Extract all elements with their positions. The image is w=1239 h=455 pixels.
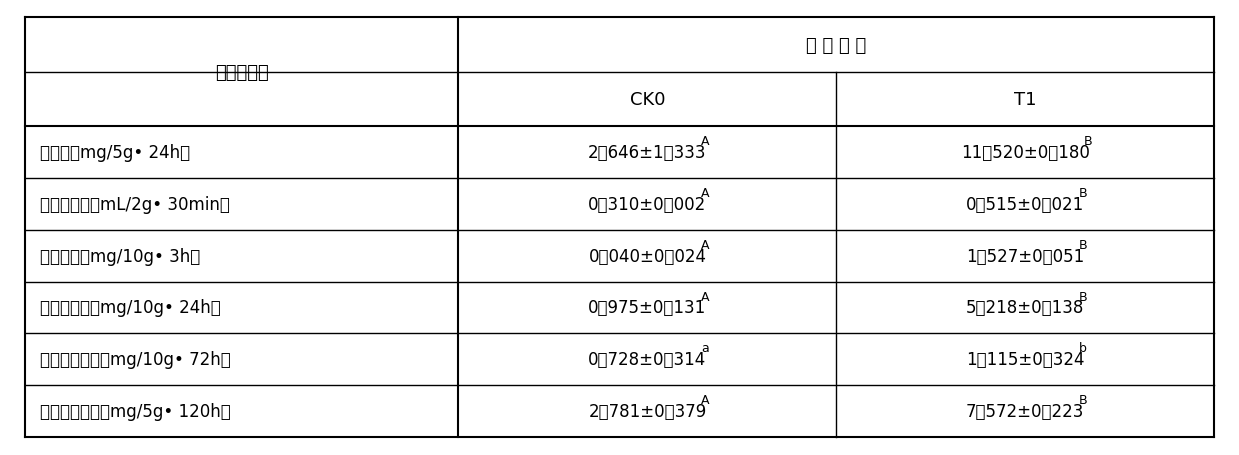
Text: 木聚糖酶活性（mg/5g• 120h）: 木聚糖酶活性（mg/5g• 120h） (40, 402, 230, 420)
Text: 0．515±0．021: 0．515±0．021 (966, 196, 1084, 213)
Text: 蔗糖酶（mg/5g• 24h）: 蔗糖酶（mg/5g• 24h） (40, 144, 190, 162)
Text: B: B (1079, 290, 1088, 303)
Text: A: A (701, 238, 710, 251)
Text: B: B (1079, 393, 1088, 406)
Text: 0．310±0．002: 0．310±0．002 (589, 196, 706, 213)
Text: 土壤酶活性: 土壤酶活性 (214, 64, 269, 81)
Text: a: a (701, 342, 709, 354)
Text: 0．040±0．024: 0．040±0．024 (589, 247, 706, 265)
Text: B: B (1079, 187, 1088, 200)
Text: 脲酶活性（mg/10g• 3h）: 脲酶活性（mg/10g• 3h） (40, 247, 199, 265)
Text: 磷酸酶活性（mg/10g• 24h）: 磷酸酶活性（mg/10g• 24h） (40, 299, 221, 317)
Text: B: B (1083, 135, 1092, 148)
Text: 1．527±0．051: 1．527±0．051 (966, 247, 1084, 265)
Text: 2．646±1．333: 2．646±1．333 (589, 144, 706, 162)
Text: A: A (701, 290, 710, 303)
Text: 0．975±0．131: 0．975±0．131 (589, 299, 706, 317)
Text: 1．115±0．324: 1．115±0．324 (966, 350, 1084, 369)
Text: 0．728±0．314: 0．728±0．314 (589, 350, 706, 369)
Text: 5．218±0．138: 5．218±0．138 (966, 299, 1084, 317)
Text: B: B (1079, 238, 1088, 251)
Text: A: A (701, 393, 710, 406)
Text: 纤维素酶活性（mg/10g• 72h）: 纤维素酶活性（mg/10g• 72h） (40, 350, 230, 369)
Text: 过氧化氢酶（mL/2g• 30min）: 过氧化氢酶（mL/2g• 30min） (40, 196, 229, 213)
Text: 试 验 处 理: 试 验 处 理 (807, 36, 866, 55)
Text: T1: T1 (1014, 91, 1037, 109)
Text: A: A (701, 187, 710, 200)
Text: 11．520±0．180: 11．520±0．180 (960, 144, 1090, 162)
Text: 2．781±0．379: 2．781±0．379 (589, 402, 706, 420)
Text: b: b (1079, 342, 1087, 354)
Text: CK0: CK0 (629, 91, 665, 109)
Text: A: A (701, 135, 710, 148)
Text: 7．572±0．223: 7．572±0．223 (966, 402, 1084, 420)
